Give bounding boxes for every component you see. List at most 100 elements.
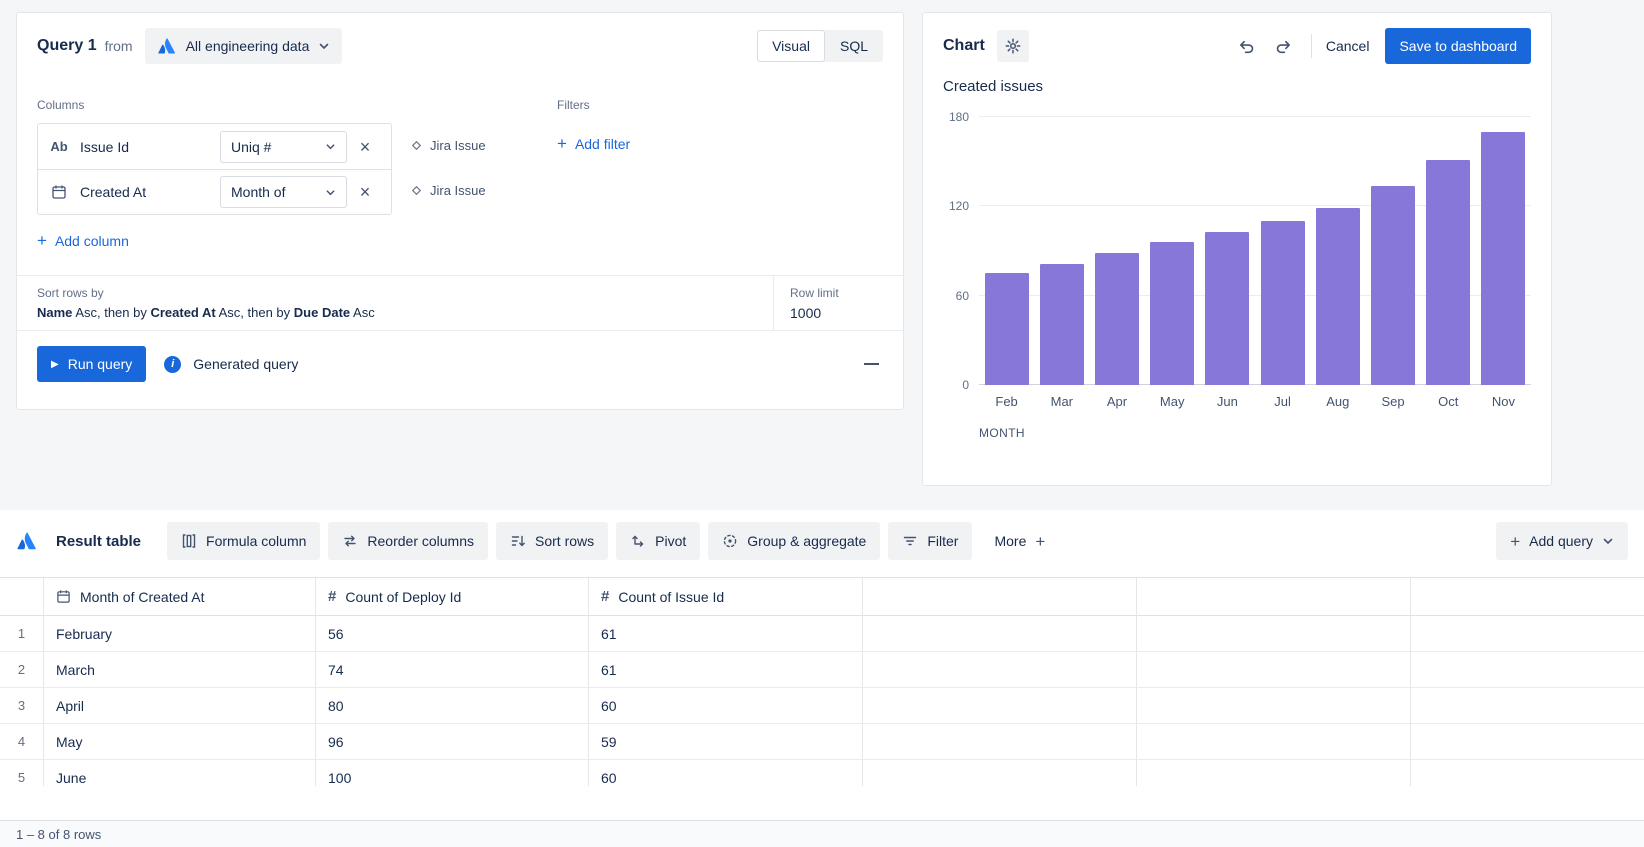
cell-month: February: [44, 616, 316, 652]
bar-jul: [1260, 221, 1305, 385]
empty-cell: [863, 688, 1137, 724]
chart-settings-button[interactable]: [996, 30, 1029, 62]
undo-icon: [1237, 37, 1256, 56]
bar-slot: [1255, 117, 1310, 385]
x-tick-label: Nov: [1491, 394, 1515, 409]
column-source: Jira Issue: [410, 123, 486, 168]
table-header-deploy-count[interactable]: # Count of Deploy Id: [316, 578, 589, 616]
empty-cell: [1411, 616, 1644, 652]
group-aggregate-button[interactable]: Group & aggregate: [708, 522, 881, 560]
tab-sql[interactable]: SQL: [825, 30, 883, 62]
run-query-button[interactable]: ▶ Run query: [37, 346, 147, 382]
bar-slot: [1421, 117, 1476, 385]
aggregation-value: Month of: [231, 184, 286, 200]
cell-deploys: 80: [316, 688, 589, 724]
gear-icon: [1005, 38, 1021, 54]
filter-button[interactable]: Filter: [888, 522, 973, 560]
query-footer: ▶ Run query i Generated query: [17, 331, 903, 397]
sort-rows-text: Name Asc, then by Created At Asc, then b…: [37, 305, 375, 320]
add-column-button[interactable]: + Add column: [37, 231, 129, 250]
row-limit[interactable]: Row limit 1000: [773, 276, 903, 330]
bar-slot: [979, 117, 1034, 385]
row-count-status: 1 – 8 of 8 rows: [16, 826, 102, 842]
datasource-dropdown[interactable]: All engineering data: [144, 28, 343, 64]
row-number: 5: [0, 760, 44, 786]
cancel-button[interactable]: Cancel: [1325, 38, 1370, 54]
chevron-down-icon: [325, 187, 336, 198]
empty-cell: [863, 616, 1137, 652]
generated-query-label[interactable]: Generated query: [193, 356, 299, 372]
filter-icon: [902, 533, 918, 549]
add-filter-button[interactable]: + Add filter: [557, 134, 631, 153]
cell-month: April: [44, 688, 316, 724]
empty-cell: [863, 652, 1137, 688]
cell-issues: 61: [589, 616, 863, 652]
bar-feb: [984, 273, 1029, 385]
query-title: Query 1: [37, 37, 97, 54]
row-number: 4: [0, 724, 44, 760]
visual-sql-toggle: Visual SQL: [757, 30, 883, 62]
table-header-issue-count[interactable]: # Count of Issue Id: [589, 578, 863, 616]
gridline: [979, 294, 1531, 296]
collapse-icon[interactable]: [864, 363, 879, 365]
gridline: [979, 205, 1531, 207]
remove-column-button[interactable]: ×: [347, 131, 383, 163]
x-tick-label: Feb: [995, 394, 1018, 409]
empty-header: [1137, 578, 1411, 616]
column-source: Jira Issue: [410, 168, 486, 213]
y-tick-label: 120: [948, 199, 969, 214]
cell-deploys: 74: [316, 652, 589, 688]
chart-x-labels: Feb Mar Apr May Jun Jul Aug Sep Oct Nov: [979, 394, 1531, 409]
sort-rows-summary: Sort rows by Name Asc, then by Created A…: [17, 276, 773, 330]
filters-label: Filters: [557, 98, 590, 112]
column-row: Ab Issue Id Uniq # ×: [38, 124, 391, 169]
tab-visual[interactable]: Visual: [757, 30, 825, 62]
formula-column-button[interactable]: Formula column: [167, 522, 321, 560]
aggregation-select[interactable]: Month of: [220, 176, 347, 208]
remove-column-button[interactable]: ×: [347, 176, 383, 208]
bar-slot: [1034, 117, 1089, 385]
empty-cell: [1411, 760, 1644, 786]
bar-aug: [1315, 207, 1360, 385]
redo-button[interactable]: [1270, 33, 1297, 60]
aggregation-select[interactable]: Uniq #: [220, 130, 347, 163]
gridline: [979, 384, 1531, 385]
add-query-button[interactable]: + Add query: [1496, 522, 1628, 560]
number-type-icon: #: [601, 588, 610, 605]
columns-box: Ab Issue Id Uniq # ×: [37, 123, 392, 215]
cell-issues: 60: [589, 760, 863, 786]
x-tick-label: Mar: [1050, 394, 1073, 409]
pivot-button[interactable]: Pivot: [616, 522, 701, 560]
empty-cell: [863, 724, 1137, 760]
empty-cell: [863, 760, 1137, 786]
x-tick-label: Oct: [1438, 394, 1459, 409]
undo-button[interactable]: [1233, 33, 1260, 60]
row-limit-value: 1000: [790, 305, 822, 321]
formula-column-icon: [181, 533, 197, 549]
cell-deploys: 96: [316, 724, 589, 760]
more-button[interactable]: More +: [980, 522, 1059, 560]
empty-header: [863, 578, 1137, 616]
reorder-columns-button[interactable]: Reorder columns: [328, 522, 489, 560]
chart-title: Created issues: [943, 78, 1044, 95]
table-header-month[interactable]: Month of Created At: [44, 578, 316, 616]
cell-month: June: [44, 760, 316, 786]
result-table: Month of Created At # Count of Deploy Id…: [0, 577, 1644, 786]
chart-header: Chart Cancel Save to dashboard: [923, 13, 1551, 72]
bar-sep: [1371, 185, 1416, 385]
row-number: 1: [0, 616, 44, 652]
chart-panel: Chart Cancel Save to dashboard Created i…: [922, 12, 1552, 486]
filters-section: Filters + Add filter: [557, 98, 883, 249]
bar-slot: [1476, 117, 1531, 385]
save-to-dashboard-button[interactable]: Save to dashboard: [1385, 28, 1531, 64]
sort-rows-button[interactable]: Sort rows: [496, 522, 609, 560]
bar-slot: [1200, 117, 1255, 385]
cell-month: May: [44, 724, 316, 760]
x-tick-label: May: [1159, 394, 1185, 409]
cell-issues: 61: [589, 652, 863, 688]
source-label: Jira Issue: [430, 138, 486, 153]
cell-issues: 59: [589, 724, 863, 760]
bar-mar: [1039, 264, 1084, 385]
bar-nov: [1481, 131, 1526, 385]
row-limit-label: Row limit: [790, 286, 839, 300]
